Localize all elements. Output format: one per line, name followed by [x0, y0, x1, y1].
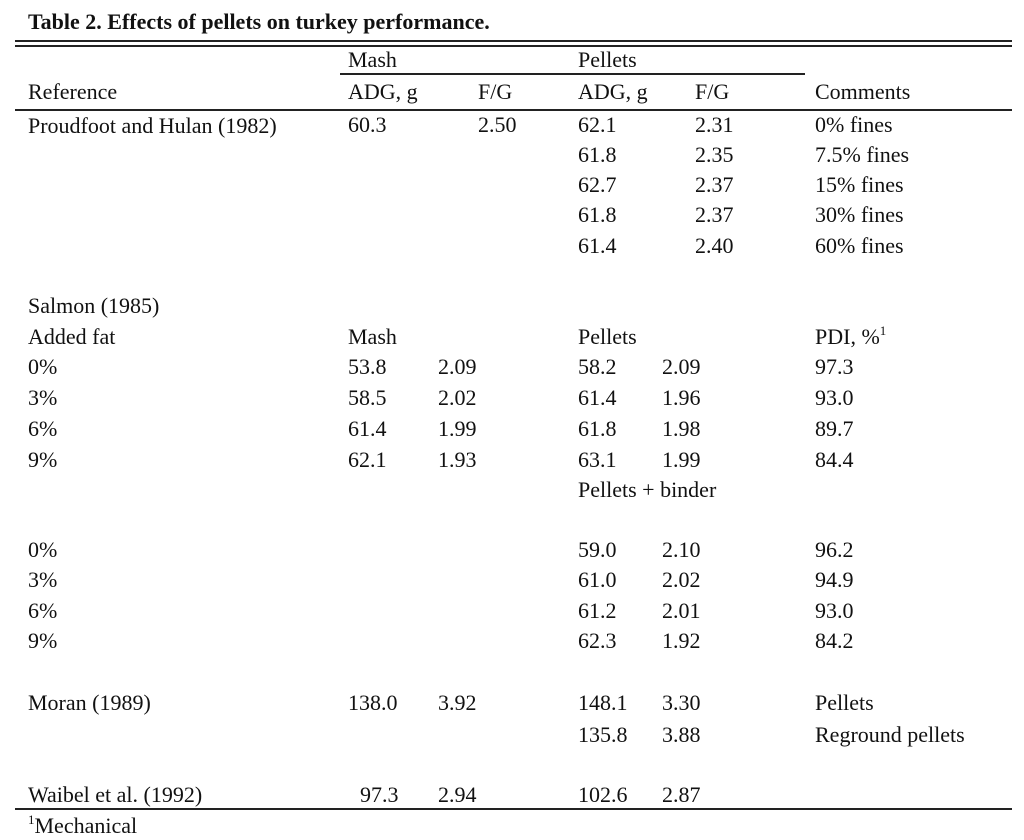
- pellets-adg-cell: 61.8: [578, 142, 617, 167]
- pellets-adg-cell: 62.3: [578, 628, 617, 653]
- pellets-adg-cell: 62.1: [578, 112, 617, 137]
- column-header: ADG, g: [348, 79, 418, 104]
- group-header: Pellets: [578, 47, 637, 72]
- column-header: Reference: [28, 79, 118, 104]
- pellets-adg-cell: 135.8: [578, 722, 628, 747]
- pellets-adg-cell: 58.2: [578, 354, 617, 379]
- pellets-adg-cell: 102.6: [578, 782, 628, 807]
- comments-cell: 0% fines: [815, 112, 893, 137]
- column-header: F/G: [478, 79, 513, 104]
- mash-adg-cell: 62.1: [348, 447, 387, 472]
- column-header: F/G: [695, 79, 730, 104]
- comments-cell: 96.2: [815, 537, 854, 562]
- mash-fg-cell: 1.93: [438, 447, 477, 472]
- footnote: 1Mechanical: [28, 812, 137, 840]
- mash-fg-cell: 1.99: [438, 416, 477, 441]
- pellets-adg-cell: 148.1: [578, 690, 628, 715]
- comments-cell: 84.4: [815, 447, 854, 472]
- pellets-fg-cell: 2.31: [695, 112, 734, 137]
- comments-cell: 94.9: [815, 567, 854, 592]
- pellets-fg-cell: 1.96: [662, 385, 701, 410]
- comments-cell: 97.3: [815, 354, 854, 379]
- comments-cell: 30% fines: [815, 202, 904, 227]
- footnote-mark: 1: [879, 323, 887, 338]
- reference-cell: Moran (1989): [28, 690, 151, 715]
- mash-fg-cell: 2.02: [438, 385, 477, 410]
- pellets-fg-cell: 2.37: [695, 202, 734, 227]
- mash-adg-cell: 60.3: [348, 112, 387, 137]
- rule: [15, 45, 1012, 47]
- pellets-adg-cell: 61.8: [578, 202, 617, 227]
- pellets-adg-cell: 61.4: [578, 233, 617, 258]
- pellets-fg-cell: 1.92: [662, 628, 701, 653]
- pellets-fg-cell: 2.09: [662, 354, 701, 379]
- rule: [15, 109, 1012, 111]
- reference-cell: 3%: [28, 385, 58, 410]
- pellets-adg-cell: 61.2: [578, 598, 617, 623]
- footnote-text: Mechanical: [34, 813, 138, 838]
- pellets-adg-cell: Pellets: [578, 324, 637, 349]
- pellets-fg-cell: 2.37: [695, 172, 734, 197]
- column-header: ADG, g: [578, 79, 648, 104]
- reference-cell: 3%: [28, 567, 58, 592]
- mash-fg-cell: 3.92: [438, 690, 477, 715]
- comments-cell: 60% fines: [815, 233, 904, 258]
- mash-adg-cell: Mash: [348, 324, 397, 349]
- group-header: Mash: [348, 47, 397, 72]
- reference-cell: 9%: [28, 447, 58, 472]
- comments-cell: 15% fines: [815, 172, 904, 197]
- comments-cell: Reground pellets: [815, 722, 965, 747]
- rule: [340, 73, 805, 75]
- pellets-adg-cell: 61.0: [578, 567, 617, 592]
- pellets-adg-cell: 61.8: [578, 416, 617, 441]
- comments-cell: 84.2: [815, 628, 854, 653]
- reference-cell: Proudfoot and Hulan (1982): [28, 113, 277, 138]
- comments-cell: 93.0: [815, 385, 854, 410]
- mash-adg-cell: 97.3: [360, 782, 399, 807]
- comments-cell: Pellets: [815, 690, 874, 715]
- reference-cell: 6%: [28, 416, 58, 441]
- footnote-mark: 1: [28, 812, 35, 827]
- mash-adg-cell: 138.0: [348, 690, 398, 715]
- pellets-fg-cell: 3.30: [662, 690, 701, 715]
- pellets-fg-cell: 1.99: [662, 447, 701, 472]
- pellets-fg-cell: 2.87: [662, 782, 701, 807]
- pellets-adg-cell: 61.4: [578, 385, 617, 410]
- comments-cell: 7.5% fines: [815, 142, 910, 167]
- pellets-adg-cell: 62.7: [578, 172, 617, 197]
- pellets-fg-cell: 2.10: [662, 537, 701, 562]
- pellets-adg-cell: 63.1: [578, 447, 617, 472]
- reference-cell: 0%: [28, 354, 58, 379]
- comments-cell: 89.7: [815, 416, 854, 441]
- pellets-adg-cell: 59.0: [578, 537, 617, 562]
- pellets-fg-cell: 1.98: [662, 416, 701, 441]
- reference-cell: Salmon (1985): [28, 293, 160, 318]
- pellets-fg-cell: 2.35: [695, 142, 734, 167]
- mash-fg-cell: 2.50: [478, 112, 517, 137]
- reference-cell: 6%: [28, 598, 58, 623]
- mash-fg-cell: 2.09: [438, 354, 477, 379]
- pellets-fg-cell: 2.01: [662, 598, 701, 623]
- mash-adg-cell: 58.5: [348, 385, 387, 410]
- comments-cell: 93.0: [815, 598, 854, 623]
- rule: [15, 808, 1012, 810]
- column-header: Comments: [815, 79, 911, 104]
- reference-cell: 0%: [28, 537, 58, 562]
- mash-adg-cell: 53.8: [348, 354, 387, 379]
- pellets-fg-cell: 2.02: [662, 567, 701, 592]
- pellets-fg-cell: 3.88: [662, 722, 701, 747]
- pellets-fg-cell: 2.40: [695, 233, 734, 258]
- cell-text: PDI, %: [815, 324, 880, 349]
- mash-fg-cell: 2.94: [438, 782, 477, 807]
- reference-cell: Waibel et al. (1992): [28, 782, 203, 807]
- pellets-adg-cell: Pellets + binder: [578, 477, 717, 502]
- rule: [15, 40, 1012, 42]
- comments-cell: PDI, %1: [815, 323, 886, 351]
- table-title: Table 2. Effects of pellets on turkey pe…: [28, 9, 490, 34]
- mash-adg-cell: 61.4: [348, 416, 387, 441]
- reference-cell: Added fat: [28, 324, 116, 349]
- reference-cell: 9%: [28, 628, 58, 653]
